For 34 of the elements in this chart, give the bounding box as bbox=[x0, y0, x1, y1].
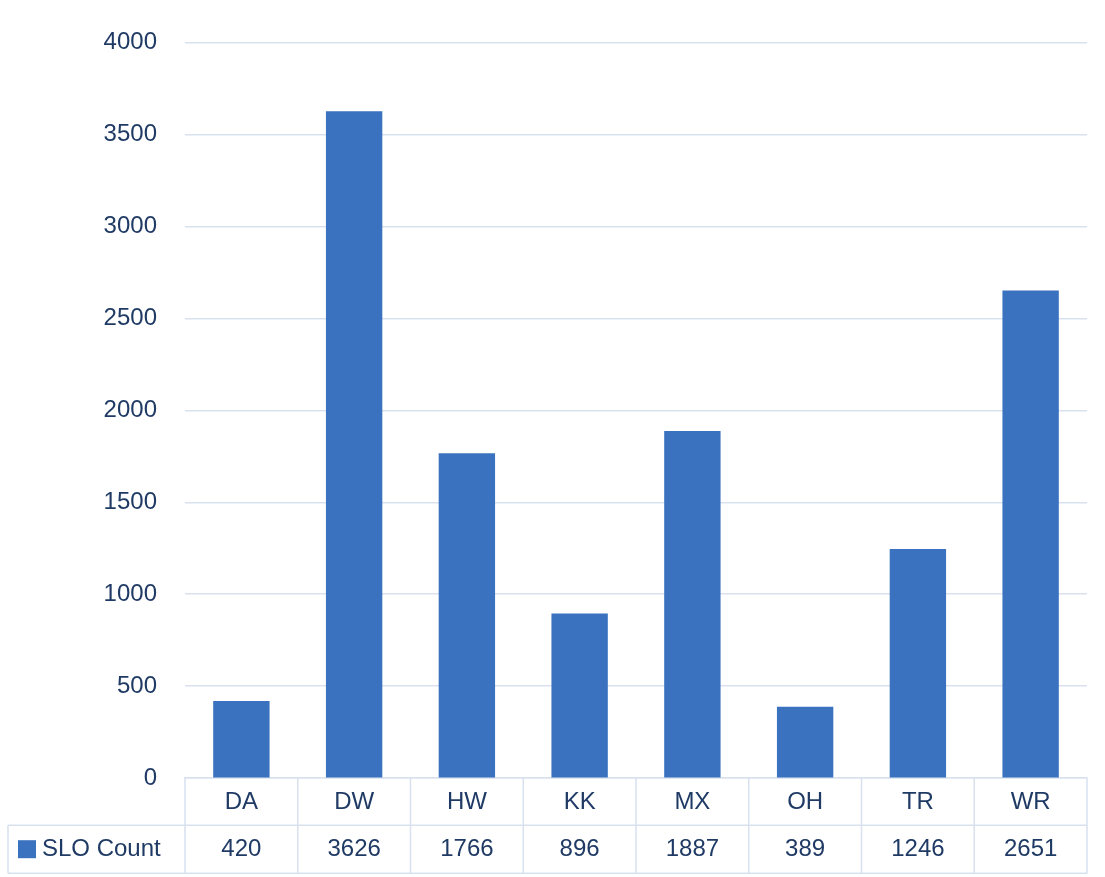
y-tick-label: 2000 bbox=[103, 394, 157, 422]
x-tick-label: KK bbox=[563, 787, 596, 815]
data-label: 1246 bbox=[891, 833, 945, 861]
x-tick-label: DW bbox=[334, 787, 375, 815]
data-label: 3626 bbox=[327, 833, 381, 861]
bar bbox=[1002, 290, 1059, 778]
data-label: 420 bbox=[221, 833, 262, 861]
y-tick-label: 3500 bbox=[103, 119, 157, 146]
y-tick-label: 3000 bbox=[103, 210, 157, 238]
data-label: 2651 bbox=[1003, 833, 1058, 861]
y-tick-label: 1500 bbox=[103, 486, 157, 514]
x-tick-label: HW bbox=[446, 787, 488, 815]
y-tick-label: 1000 bbox=[103, 578, 157, 606]
bar bbox=[551, 613, 608, 778]
bar bbox=[213, 700, 270, 778]
y-tick-label: 0 bbox=[143, 762, 157, 790]
bar bbox=[889, 549, 947, 778]
bar bbox=[325, 111, 383, 778]
y-tick-label: 500 bbox=[116, 670, 157, 698]
y-tick-label: 2500 bbox=[103, 302, 157, 330]
data-label: 1766 bbox=[440, 833, 494, 861]
x-tick-label: DA bbox=[224, 787, 259, 815]
x-tick-label: OH bbox=[787, 787, 824, 815]
y-tick-label: 4000 bbox=[103, 27, 157, 55]
x-tick-label: WR bbox=[1010, 787, 1051, 815]
x-tick-label: MX bbox=[674, 787, 711, 815]
bar bbox=[438, 453, 496, 778]
x-tick-label: TR bbox=[901, 787, 934, 815]
bar bbox=[664, 431, 721, 778]
data-label: 389 bbox=[785, 833, 826, 861]
bar bbox=[776, 706, 834, 778]
legend-label: SLO Count bbox=[42, 833, 162, 861]
data-label: 896 bbox=[559, 833, 600, 861]
data-label: 1887 bbox=[665, 833, 720, 861]
